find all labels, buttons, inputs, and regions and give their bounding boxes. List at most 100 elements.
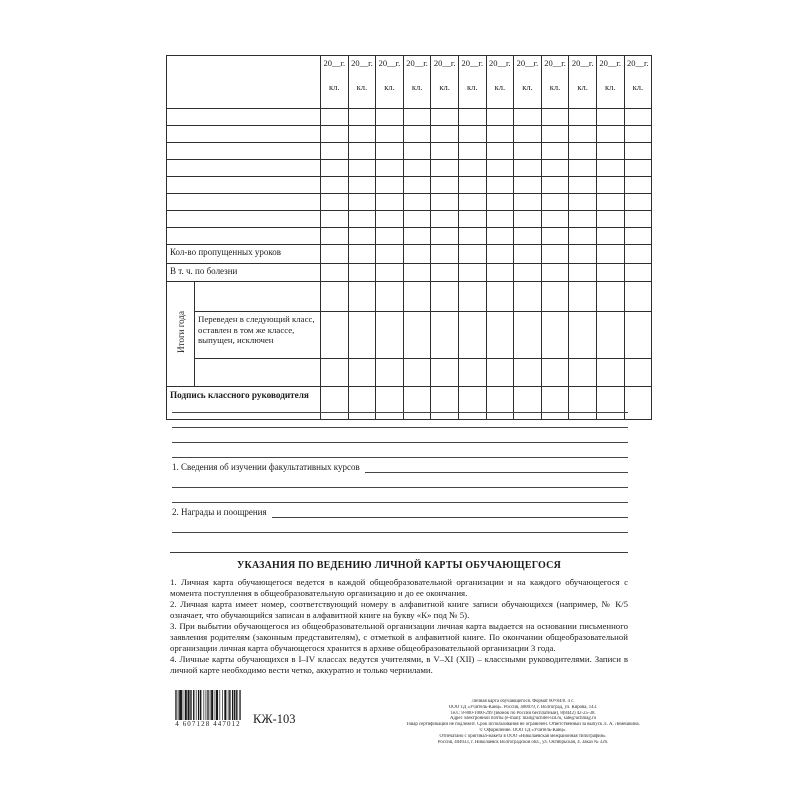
grade-cell [320,311,349,359]
grade-cell [513,386,542,420]
grade-cell [347,159,377,177]
grade-cell [347,142,377,160]
grade-cell [457,386,487,420]
grade-cell [320,281,349,312]
grade-cell [568,244,597,264]
barcode-digits: 4 607128 447012 [175,720,241,728]
grade-cell [430,210,459,228]
year-label: 20__г. [627,58,649,68]
grade-cell [595,159,625,177]
grade-cell [347,263,377,282]
grade-cell [457,244,487,264]
grade-cell [540,159,570,177]
year-column-header: 20__г. кл. [375,55,404,109]
grade-cell [457,108,487,126]
grade-cell [347,281,377,312]
grade-cell [568,386,597,420]
grade-cell [430,193,459,211]
grade-cell [595,176,625,194]
grade-cell [568,176,597,194]
grade-cell [402,263,432,282]
grade-cell [595,281,625,312]
grade-cell [402,244,432,264]
grade-cell [623,311,653,359]
grade-cell [375,159,404,177]
grade-cell [623,227,653,245]
grade-cell [485,311,515,359]
grade-cell [485,358,515,387]
grade-cell [402,358,432,387]
grade-cell [347,386,377,420]
instruction-paragraph: 4. Личные карты обучающихся в I–IV класс… [170,654,628,675]
year-column-header: 20__г. кл. [347,55,377,109]
class-label: кл. [604,82,616,92]
illness-label: В т. ч. по болезни [166,263,321,282]
grade-cell [623,244,653,264]
grade-cell [457,210,487,228]
grade-cell [402,159,432,177]
grade-cell [430,176,459,194]
instruction-paragraph: 3. При выбытии обучающегося из общеобраз… [170,621,628,653]
grade-cell [375,210,404,228]
facultative-courses-label: 1. Сведения об изучении факультативных к… [172,462,360,472]
barcode-column: 4 607128 447012 [175,690,241,728]
instruction-paragraph: 1. Личная карта обучающегося ведется в к… [170,577,628,598]
grade-cell [375,108,404,126]
class-label: кл. [411,82,423,92]
grade-cell [595,386,625,420]
class-label: кл. [549,82,561,92]
grade-cell [623,281,653,312]
grade-cell [457,358,487,387]
imprint-line: © Оформление. ООО ТД «Учитель-Канц». [479,727,567,733]
subject-rows-group [166,108,653,245]
grade-cell [402,311,432,359]
grade-cell [347,244,377,264]
form-code-label: КЖ-103 [253,712,296,726]
grade-cell [595,263,625,282]
blank-writing-line [271,517,628,518]
grade-cell [375,244,404,264]
grade-cell [513,311,542,359]
separator-line [170,552,628,553]
grade-cell [568,125,597,143]
grade-cell [375,142,404,160]
grade-cell [568,227,597,245]
year-label: 20__г. [406,58,428,68]
grade-cell [457,263,487,282]
grade-cell [540,358,570,387]
grade-cell [347,358,377,387]
illness-row: В т. ч. по болезни [166,263,653,282]
subject-row [166,193,653,211]
grade-cell [485,244,515,264]
grade-cell [540,263,570,282]
class-label: кл. [439,82,450,92]
grade-cell [485,142,515,160]
grade-cell [540,108,570,126]
class-label: кл. [632,82,644,92]
subject-name-cell [166,159,321,177]
grade-cell [457,311,487,359]
grade-cell [485,176,515,194]
grades-table: 20__г. кл. 20__г. кл. 20__г. кл. 20__г. кл. 20__… [166,55,653,420]
grade-cell [595,244,625,264]
grade-cell [347,125,377,143]
grade-cell [595,311,625,359]
blank-writing-line [172,413,628,428]
instructions-title: УКАЗАНИЯ ПО ВЕДЕНИЮ ЛИЧНОЙ КАРТЫ ОБУЧАЮЩ… [236,560,561,571]
year-column-header: 20__г. кл. [595,55,625,109]
subject-name-cell [166,210,321,228]
grade-cell [320,358,349,387]
grade-cell [430,244,459,264]
subject-name-cell [166,142,321,160]
grade-cell [623,210,653,228]
blank-writing-line [172,398,628,413]
footer-barcode-block: 4 607128 447012 КЖ-103 [175,690,295,728]
class-label: кл. [329,82,340,92]
grade-cell [320,193,349,211]
year-results-blank-cell [194,358,321,387]
grade-cell [595,108,625,126]
summary-rows-group: Кол-во пропущенных уроков В т. ч. по бол… [166,244,653,420]
grade-cell [347,193,377,211]
grade-cell [375,281,404,312]
grade-cell [347,227,377,245]
